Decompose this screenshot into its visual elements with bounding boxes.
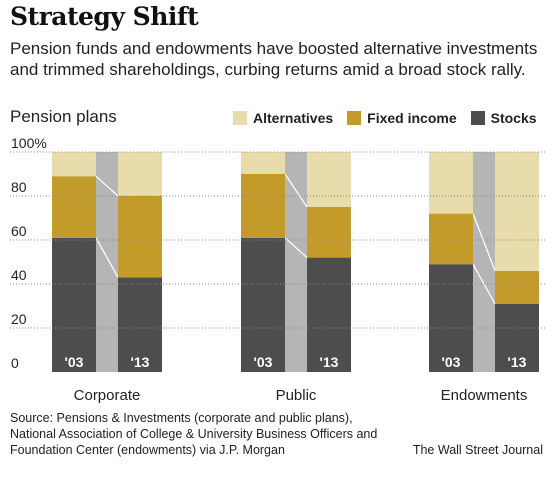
bar-segment-alternatives <box>307 152 351 207</box>
grid-lines <box>10 151 545 329</box>
legend-swatch-fixed-income <box>347 111 362 125</box>
bar-year-label: '03 <box>254 354 273 370</box>
y-tick-label: 60 <box>11 223 27 239</box>
bar-year-label: '13 <box>508 354 527 370</box>
bar-segment-stocks <box>241 237 285 372</box>
bar-segment-stocks <box>118 277 162 372</box>
connectors <box>95 152 496 372</box>
group-label: Public <box>276 387 317 404</box>
panel-label: Pension plans <box>10 107 117 126</box>
y-tick-label: 20 <box>11 311 27 327</box>
stacked-bar-chart: 0 20 40 60 80 100% '03 '13 Corporate '03 '13 Public… <box>10 135 545 404</box>
y-axis-ticks: 0 20 40 60 80 100% <box>11 135 47 371</box>
group-label: Corporate <box>74 387 141 404</box>
connector-line <box>95 175 119 197</box>
bar-segment-alternatives <box>495 152 539 271</box>
source-note: Source: Pensions & Investments (corporat… <box>10 411 378 457</box>
bar-year-label: '13 <box>131 354 150 370</box>
chart-title: Strategy Shift <box>10 2 199 31</box>
legend: Alternatives Fixed income Stocks <box>233 108 537 128</box>
bar-year-label: '13 <box>320 354 339 370</box>
bar-segment-fixed-income <box>52 176 96 238</box>
legend-label-stocks: Stocks <box>490 110 537 126</box>
bar-segment-stocks <box>495 303 539 372</box>
bar-segment-stocks <box>429 264 473 372</box>
connector-line <box>472 213 496 272</box>
y-tick-label: 100% <box>11 135 47 151</box>
bar-segment-alternatives <box>429 152 473 214</box>
bar-segment-fixed-income <box>495 270 539 304</box>
connector-line <box>95 237 119 278</box>
bars <box>52 152 539 372</box>
y-tick-label: 80 <box>11 179 27 195</box>
legend-swatch-stocks <box>470 111 485 125</box>
bar-labels: '03 '13 Corporate '03 '13 Public '03 '13 Endowme… <box>65 354 528 404</box>
legend-swatch-alternatives <box>233 111 247 125</box>
y-tick-label: 0 <box>11 355 19 371</box>
bar-segment-fixed-income <box>307 207 351 258</box>
bar-segment-fixed-income <box>241 174 285 238</box>
bar-year-label: '03 <box>442 354 461 370</box>
chart-subtitle: Pension funds and endowments have booste… <box>10 39 538 79</box>
connector-band <box>285 152 307 372</box>
legend-label-alternatives: Alternatives <box>253 110 334 126</box>
connector-band <box>473 152 495 372</box>
credit: The Wall Street Journal <box>412 443 543 457</box>
legend-item-alternatives: Alternatives <box>233 110 333 126</box>
bar-segment-alternatives <box>241 152 285 174</box>
y-tick-label: 40 <box>11 267 27 283</box>
legend-item-stocks: Stocks <box>470 110 537 126</box>
group-label: Endowments <box>441 387 528 404</box>
connector-line <box>284 173 308 208</box>
connector-line <box>284 237 308 259</box>
legend-label-fixed-income: Fixed income <box>367 110 457 126</box>
bar-segment-fixed-income <box>118 196 162 278</box>
bar-segment-alternatives <box>52 152 96 177</box>
bar-year-label: '03 <box>65 354 84 370</box>
legend-item-fixed-income: Fixed income <box>347 110 457 126</box>
bar-segment-alternatives <box>118 152 162 196</box>
bar-segment-fixed-income <box>429 213 473 265</box>
bar-segment-stocks <box>307 257 351 372</box>
bar-segment-stocks <box>52 237 96 372</box>
connector-band <box>96 152 118 372</box>
